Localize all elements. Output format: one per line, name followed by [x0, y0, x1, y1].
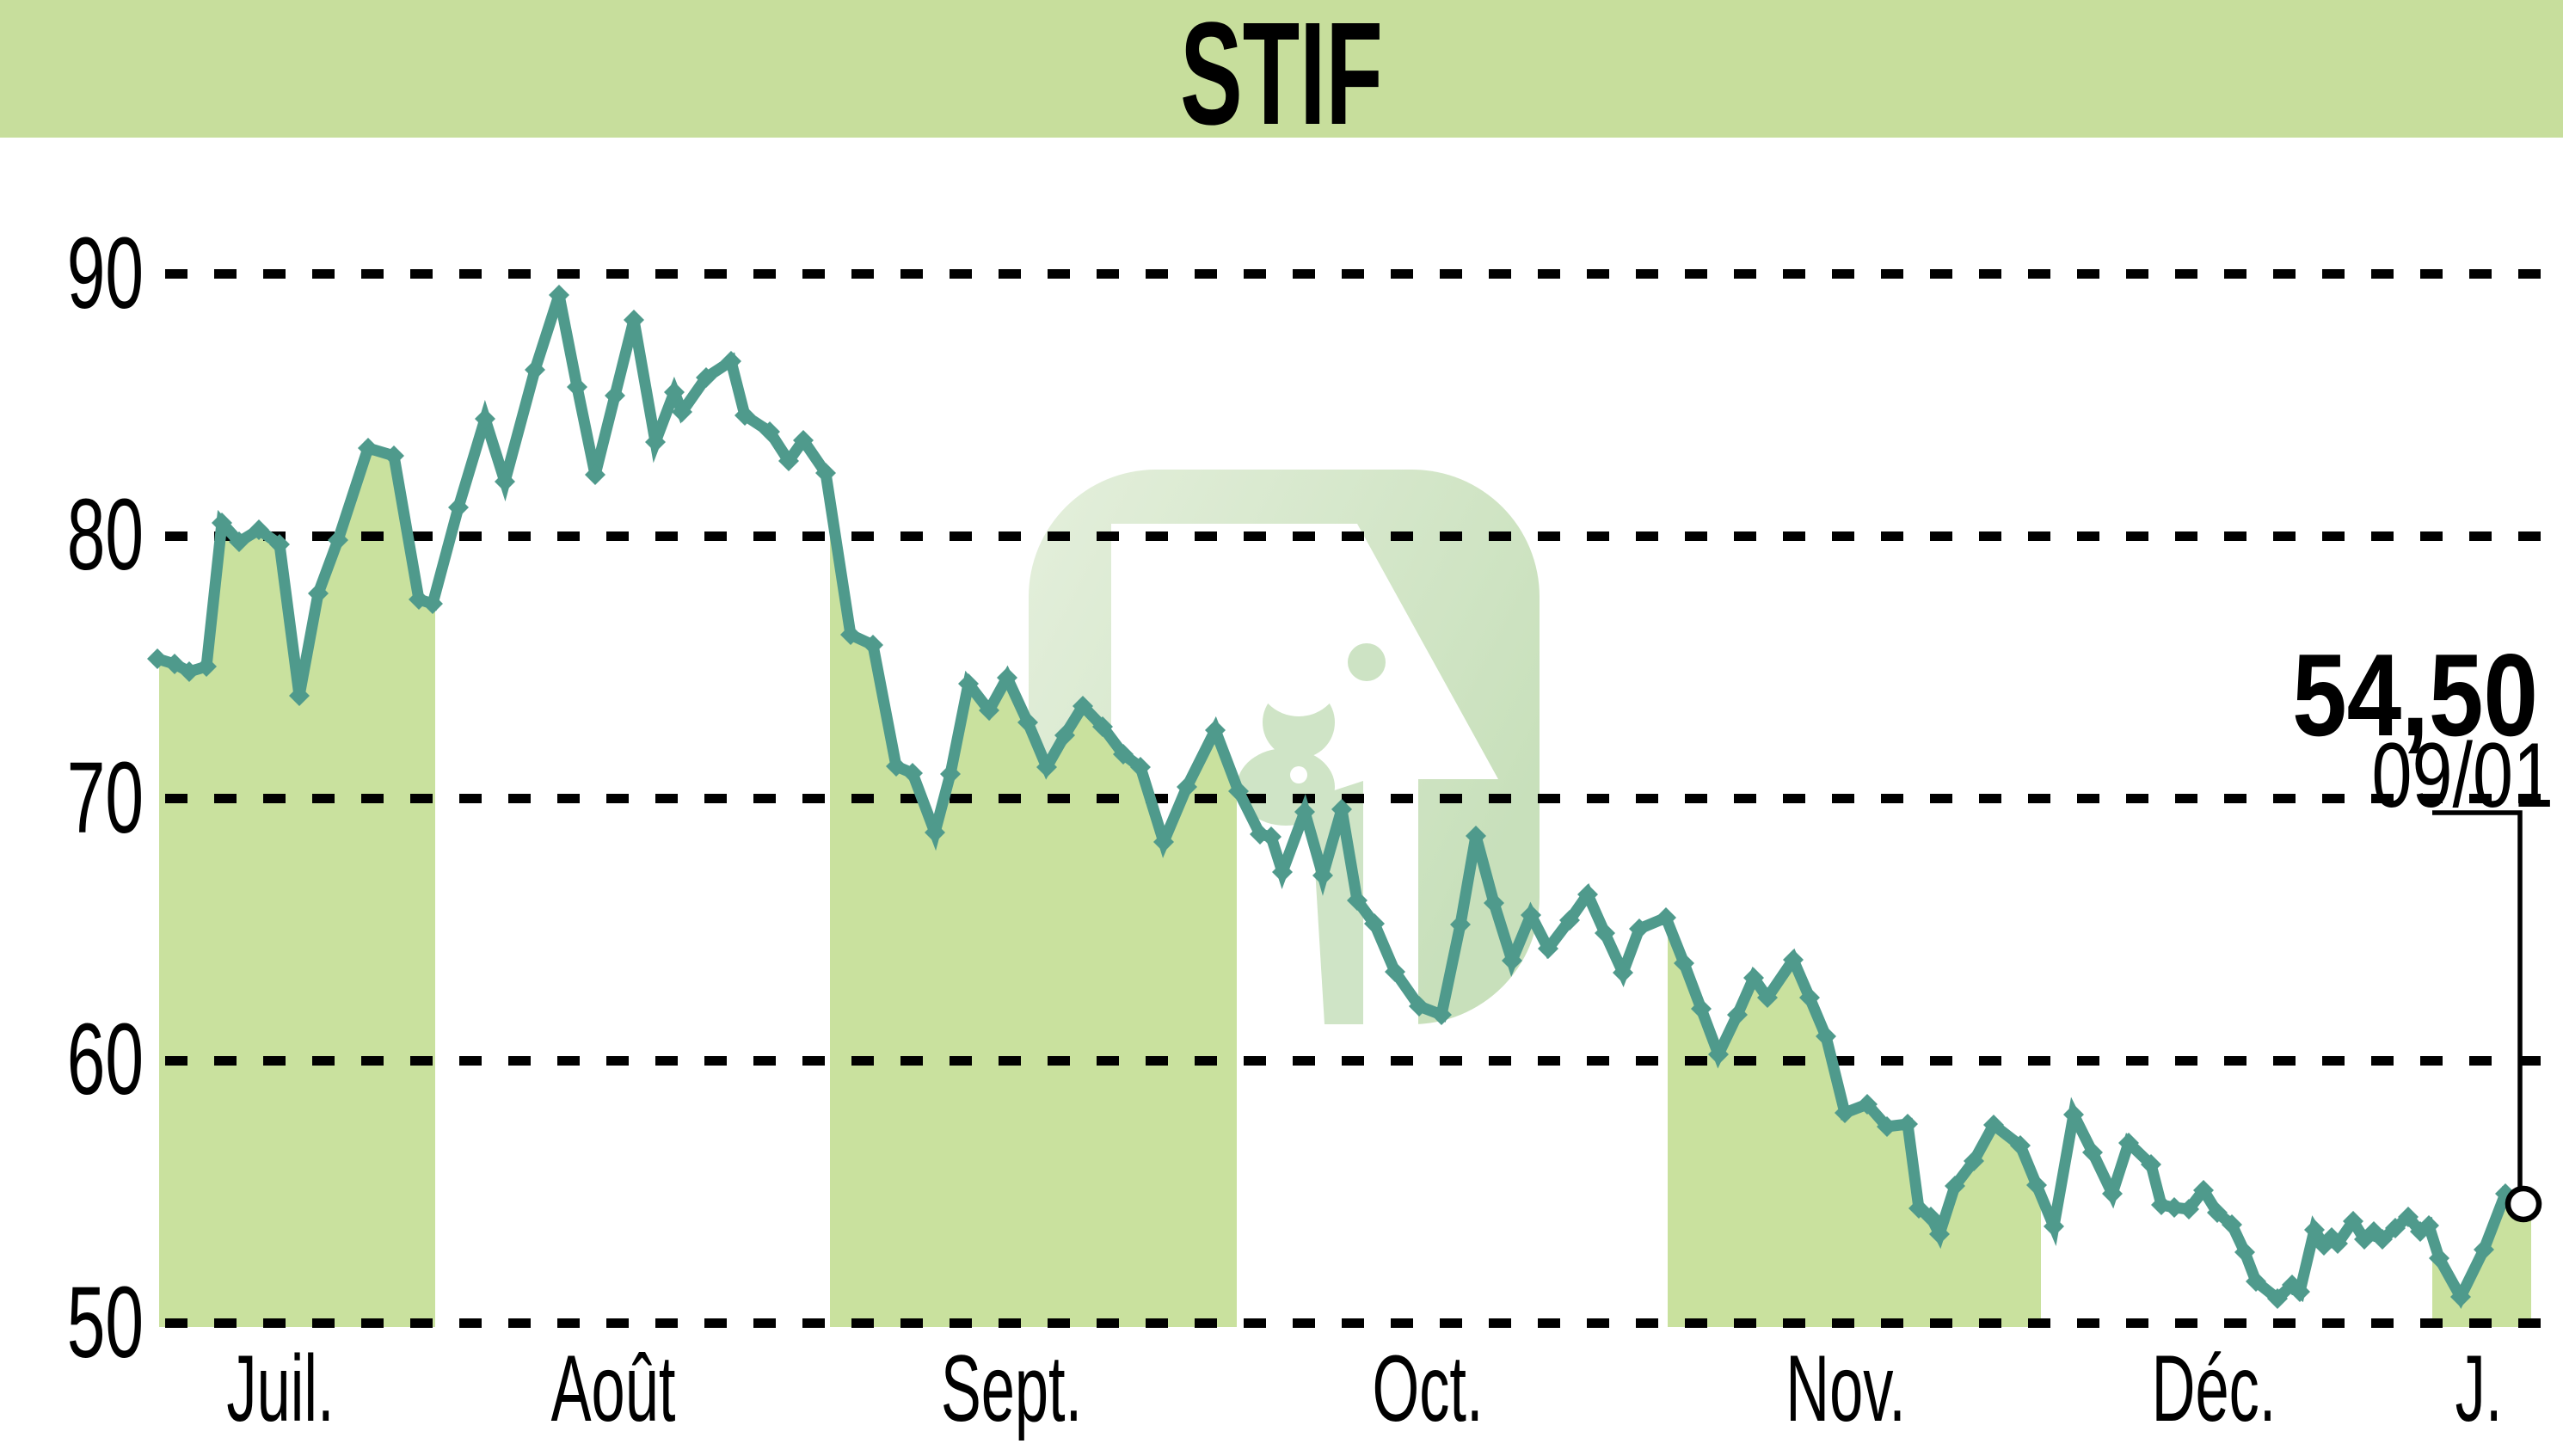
svg-text:Juil.: Juil. — [226, 1335, 334, 1441]
svg-text:Nov.: Nov. — [1785, 1335, 1906, 1441]
svg-text:09/01: 09/01 — [2371, 725, 2554, 827]
svg-text:54,50: 54,50 — [2292, 630, 2538, 761]
svg-text:J.: J. — [2455, 1335, 2503, 1441]
svg-text:Sept.: Sept. — [941, 1335, 1082, 1441]
svg-text:50: 50 — [67, 1267, 144, 1379]
svg-text:90: 90 — [67, 218, 144, 330]
svg-text:STIF: STIF — [1180, 0, 1383, 156]
svg-text:Août: Août — [551, 1335, 676, 1441]
svg-text:Déc.: Déc. — [2152, 1335, 2277, 1441]
svg-text:70: 70 — [67, 742, 144, 855]
svg-text:60: 60 — [67, 1004, 144, 1116]
svg-text:Oct.: Oct. — [1372, 1335, 1483, 1441]
svg-text:80: 80 — [67, 479, 144, 592]
